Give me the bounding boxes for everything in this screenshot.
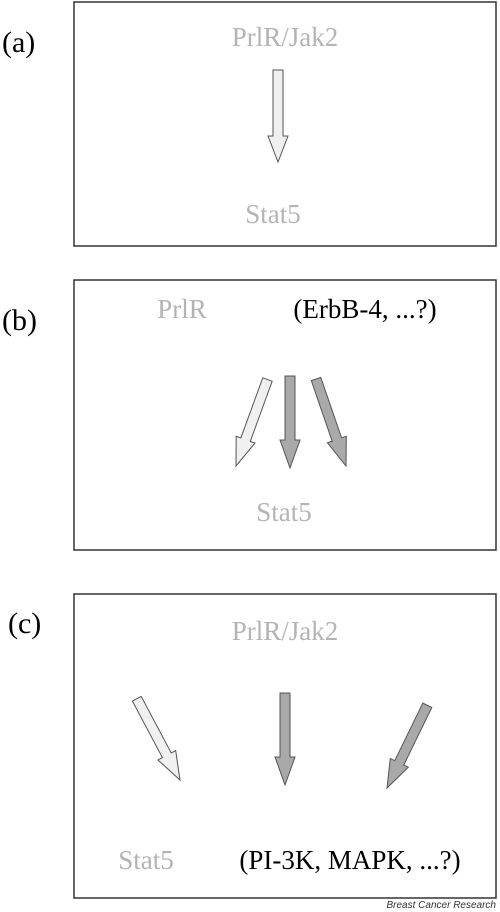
panel-c-target-node: Stat5 [118, 845, 174, 875]
panel-b-other-node: (ErbB-4, ...?) [293, 294, 436, 324]
panel-b-source-node: PrlR [157, 294, 207, 324]
panel-b-label: (b) [2, 304, 37, 337]
panel-a-arrow [267, 69, 289, 164]
panel-a-label: (a) [2, 26, 35, 59]
panel-a-source-node: PrlR/Jak2 [232, 22, 339, 52]
panel-a-target-node: Stat5 [245, 199, 301, 229]
panel-c: (c) PrlR/Jak2 Stat5 (PI-3K, MAPK, ...?) [8, 593, 497, 899]
journal-credit: Breast Cancer Research [387, 900, 497, 911]
panel-c-source-node: PrlR/Jak2 [232, 616, 339, 646]
panel-b-target-node: Stat5 [256, 497, 312, 527]
panel-b: (b) PrlR (ErbB-4, ...?) Stat5 [2, 279, 497, 551]
panel-a-box [73, 1, 497, 247]
panel-a: (a) PrlR/Jak2 Stat5 [2, 1, 497, 247]
panel-c-other-node: (PI-3K, MAPK, ...?) [239, 845, 460, 875]
panel-c-label: (c) [8, 607, 41, 640]
